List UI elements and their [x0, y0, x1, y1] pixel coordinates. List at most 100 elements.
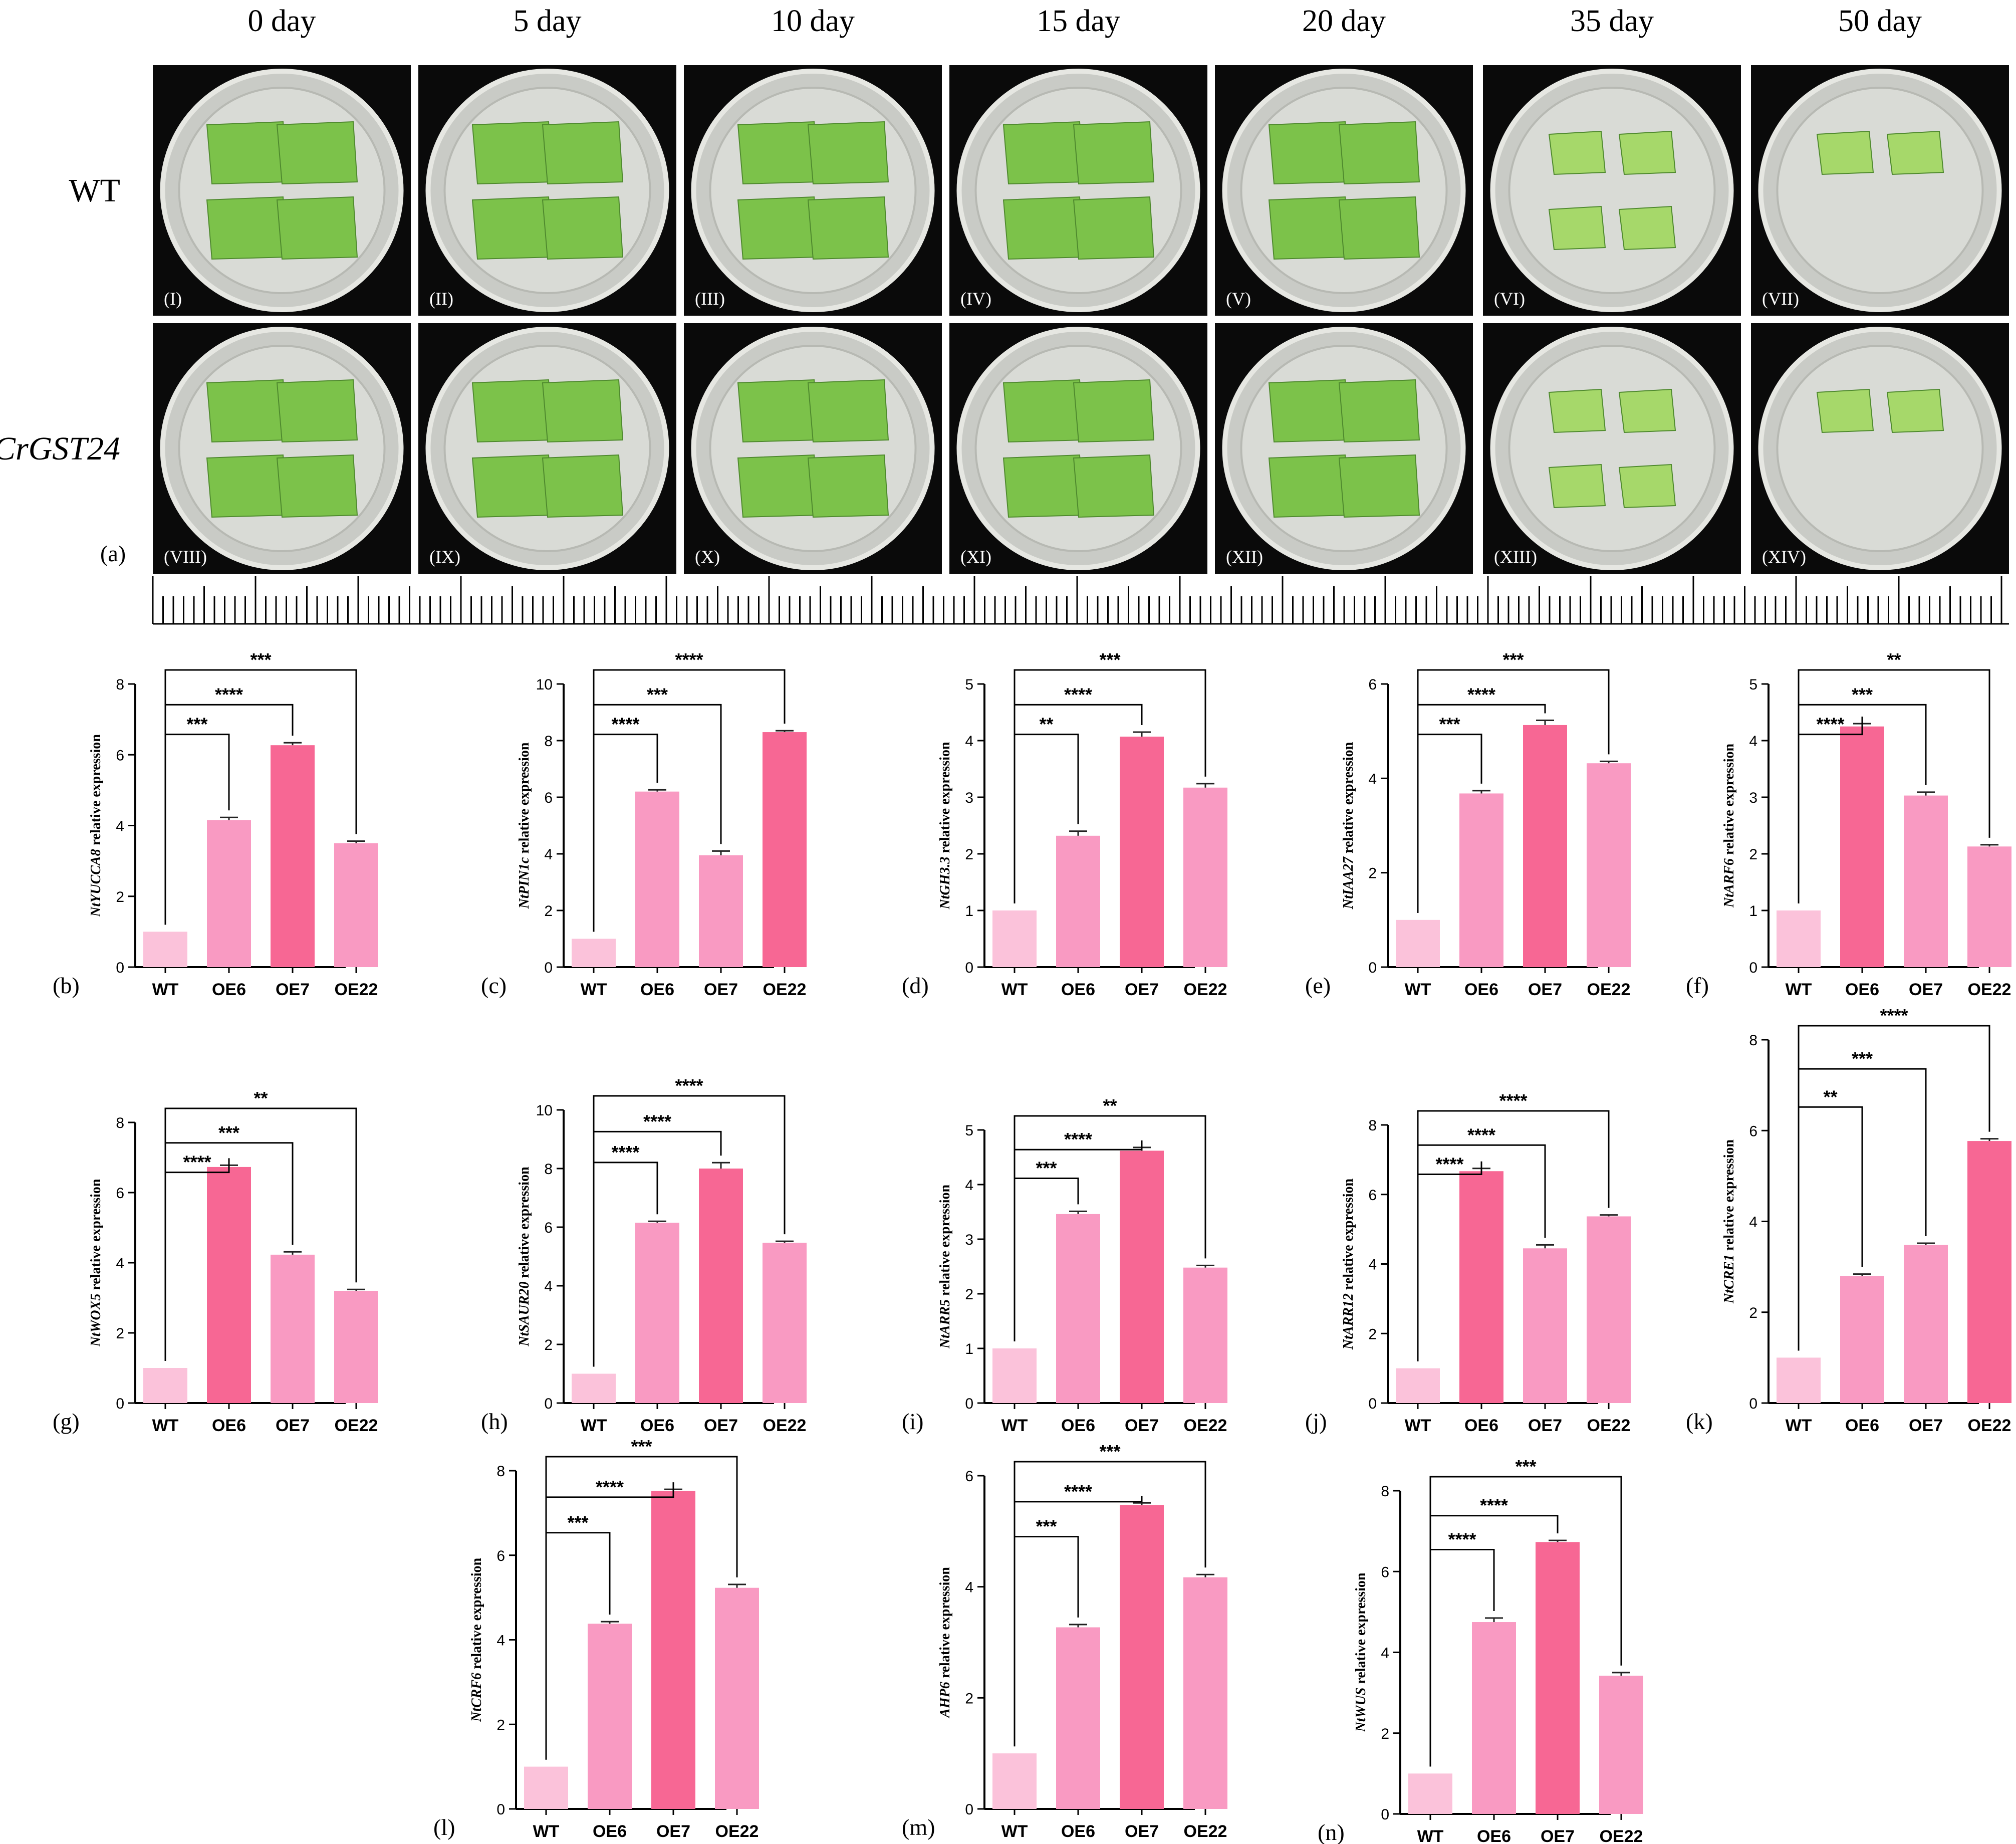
- y-tick-label: 6: [1381, 1564, 1389, 1580]
- day-label: 50 day: [1838, 4, 1922, 38]
- leaf-explant: [1886, 130, 1944, 175]
- bar: [635, 791, 679, 967]
- bar: [1056, 1214, 1100, 1403]
- bar: [992, 1753, 1037, 1809]
- significance-label: ****: [1467, 684, 1495, 705]
- y-tick-label: 4: [116, 1255, 124, 1272]
- dish-agar: [1508, 87, 1716, 294]
- y-axis-label: NtARF6 relative expression: [1721, 743, 1737, 908]
- bar: [1599, 1676, 1643, 1814]
- leaf-explant: [737, 196, 819, 260]
- leaf-explant: [1002, 379, 1085, 443]
- y-axis-label: NtSAUR20 relative expression: [517, 1167, 532, 1347]
- category-label: OE7: [656, 1822, 690, 1841]
- y-tick-label: 0: [1749, 1396, 1757, 1412]
- leaf-explant: [1618, 205, 1676, 251]
- bar: [1183, 787, 1227, 967]
- leaf-explant: [1338, 379, 1420, 443]
- y-axis-label-suffix: relative expression: [469, 1557, 484, 1673]
- leaf-explant: [1268, 379, 1350, 443]
- leaf-explant: [1002, 121, 1085, 185]
- dish-agar: [709, 87, 917, 294]
- category-label: WT: [1001, 1822, 1028, 1841]
- bar: [1120, 1505, 1164, 1809]
- gene-name: NtSAUR20: [517, 1282, 532, 1347]
- category-label: OE7: [1909, 980, 1943, 999]
- row-label: CrGST24: [0, 430, 120, 467]
- category-label: OE22: [1600, 1827, 1643, 1844]
- leaf-explant: [1268, 196, 1350, 260]
- photo-numeral: (III): [695, 289, 725, 309]
- y-tick-label: 2: [1381, 1726, 1389, 1742]
- significance-label: ***: [1036, 1158, 1057, 1178]
- category-label: OE6: [212, 980, 246, 999]
- significance-label: ***: [1852, 1048, 1873, 1069]
- significance-label: ***: [567, 1512, 588, 1533]
- leaf-explant: [1338, 121, 1420, 185]
- photo-numeral: (XIII): [1494, 547, 1537, 567]
- bar: [1840, 726, 1884, 967]
- y-axis-label: NtARR12 relative expression: [1341, 1178, 1356, 1350]
- category-label: OE6: [1477, 1827, 1511, 1844]
- bar: [1904, 1245, 1948, 1403]
- y-tick-label: 3: [1749, 790, 1757, 806]
- dish-agar: [443, 87, 651, 294]
- significance-label: ****: [183, 1152, 211, 1173]
- scale-ruler: [152, 576, 2009, 625]
- y-tick-label: 3: [965, 790, 973, 806]
- photo-numeral: (IV): [960, 289, 991, 309]
- gene-name: NtIAA27: [1341, 856, 1356, 909]
- bar: [1120, 1150, 1164, 1403]
- photo-numeral: (V): [1226, 289, 1251, 309]
- y-axis-label-suffix: relative expression: [937, 742, 953, 857]
- petri-dish-photo: (XIII): [1483, 323, 1741, 574]
- significance-label: ***: [218, 1122, 239, 1143]
- photo-grid: 0 day 5 day 10 day 15 day 20 day 35 day 50 day…: [0, 4, 2009, 574]
- significance-bracket: [545, 1456, 738, 1760]
- y-tick-label: 2: [965, 846, 973, 863]
- significance-bracket: [164, 1107, 357, 1361]
- y-tick-label: 0: [1749, 960, 1757, 976]
- dish-agar: [1508, 345, 1716, 552]
- leaf-explant: [737, 454, 819, 518]
- y-tick-label: 0: [965, 960, 973, 976]
- day-label: 20 day: [1302, 4, 1386, 38]
- petri-dish-photo: (VII): [1751, 65, 2009, 316]
- bar: [1459, 1171, 1503, 1403]
- y-tick-label: 4: [1368, 1257, 1377, 1273]
- bar: [1459, 793, 1503, 967]
- category-label: OE7: [276, 1416, 310, 1435]
- significance-bracket: [1014, 1115, 1206, 1341]
- dish-agar: [1240, 345, 1448, 552]
- panel-label: (j): [1305, 1409, 1327, 1434]
- y-tick-label: 2: [965, 1286, 973, 1303]
- bar: [1967, 846, 2011, 967]
- leaf-explant: [276, 196, 358, 260]
- y-tick-label: 5: [965, 1122, 973, 1139]
- category-label: OE22: [1184, 1416, 1227, 1435]
- y-tick-label: 8: [544, 1161, 553, 1178]
- bar: [143, 1368, 187, 1403]
- y-tick-label: 3: [965, 1232, 973, 1248]
- dish-agar: [178, 345, 386, 552]
- bar: [1396, 919, 1440, 967]
- y-tick-label: 0: [1368, 1396, 1377, 1412]
- category-label: OE6: [640, 1416, 674, 1435]
- leaf-explant: [737, 379, 819, 443]
- significance-bracket: [1014, 1461, 1206, 1747]
- leaf-explant: [1073, 121, 1155, 185]
- y-axis-label-suffix: relative expression: [1341, 742, 1356, 857]
- bar: [1472, 1622, 1516, 1814]
- bar: [1523, 1248, 1567, 1403]
- bar: [1408, 1773, 1452, 1814]
- bar: [334, 843, 378, 967]
- y-axis-label-suffix: relative expression: [1721, 1139, 1737, 1254]
- leaf-explant: [1618, 388, 1676, 433]
- significance-label: ****: [1480, 1495, 1508, 1516]
- category-label: OE7: [276, 980, 310, 999]
- significance-label: ***: [1515, 1456, 1536, 1477]
- significance-label: **: [1823, 1086, 1837, 1107]
